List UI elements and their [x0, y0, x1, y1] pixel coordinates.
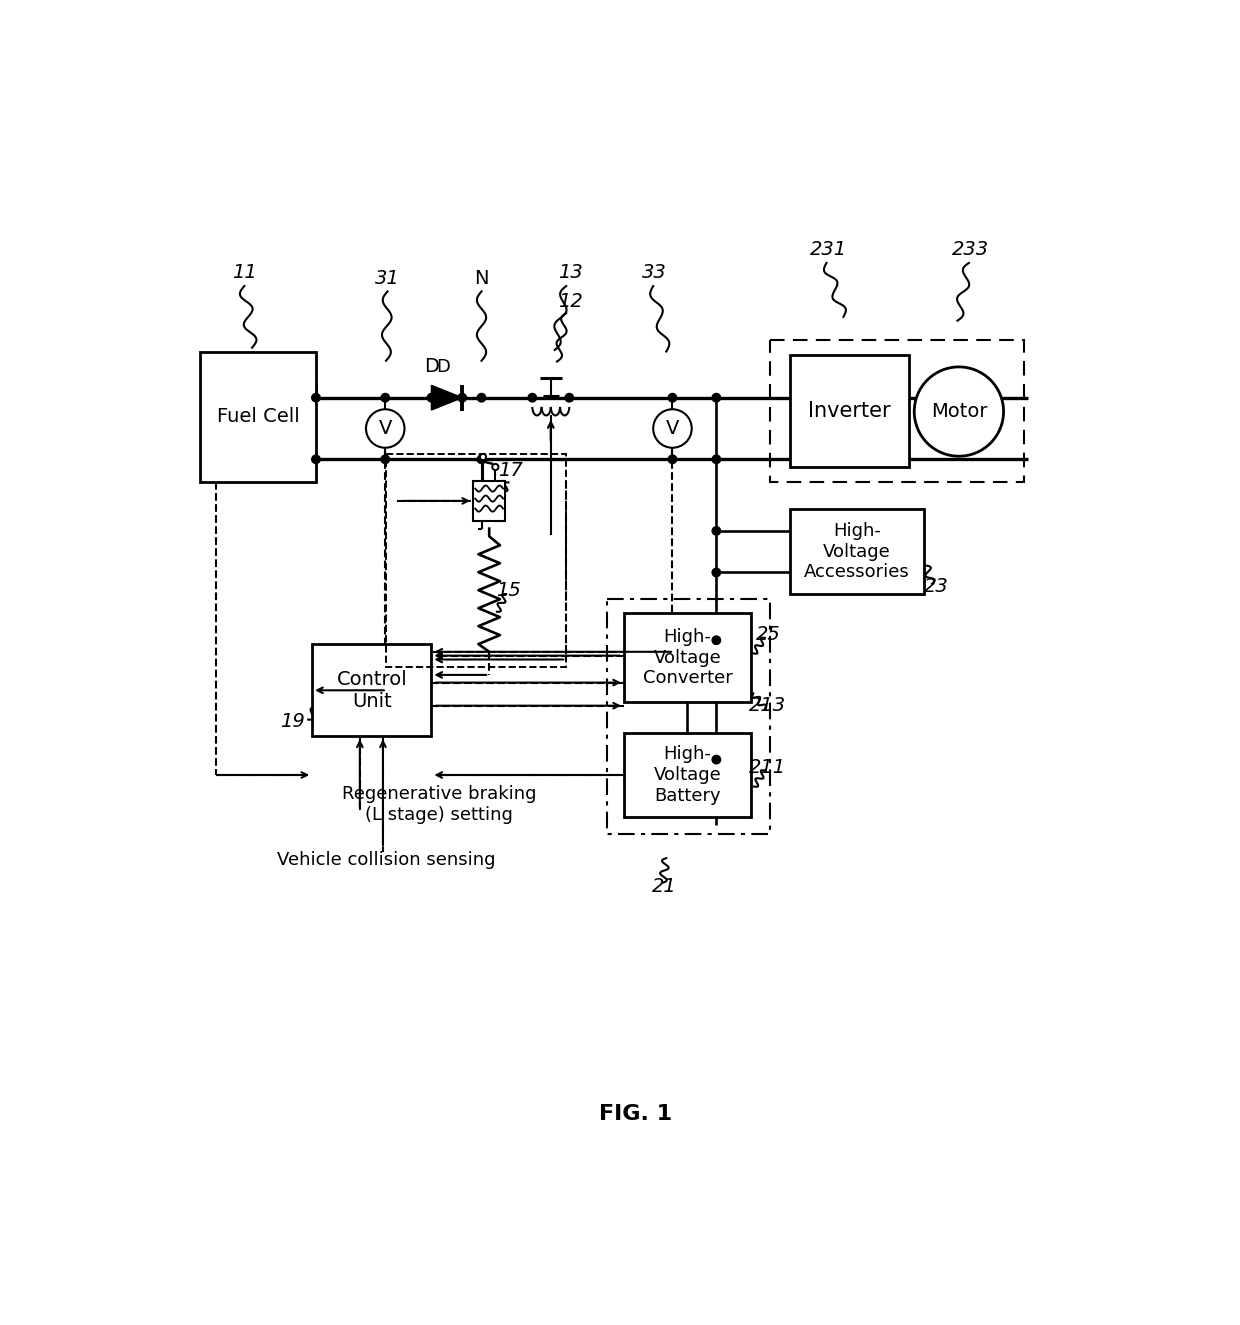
Circle shape — [477, 454, 486, 464]
Circle shape — [712, 755, 720, 763]
Text: 213: 213 — [749, 696, 786, 716]
Text: 31: 31 — [376, 269, 401, 288]
Text: FIG. 1: FIG. 1 — [599, 1104, 672, 1124]
Text: D: D — [424, 358, 439, 376]
Text: 211: 211 — [749, 758, 786, 776]
Text: 21: 21 — [652, 877, 677, 896]
Circle shape — [477, 394, 486, 401]
Circle shape — [428, 394, 435, 401]
Text: 233: 233 — [952, 240, 990, 260]
Bar — [472, 481, 506, 521]
Text: Fuel Cell: Fuel Cell — [217, 408, 300, 427]
Circle shape — [381, 454, 389, 464]
Bar — [608, 599, 770, 835]
Text: High-
Voltage
Battery: High- Voltage Battery — [653, 745, 722, 804]
Text: 13: 13 — [558, 264, 583, 282]
Circle shape — [668, 394, 677, 401]
Circle shape — [712, 568, 720, 576]
Bar — [770, 341, 1024, 482]
Text: N: N — [474, 269, 489, 288]
Circle shape — [528, 394, 537, 401]
Text: 11: 11 — [232, 264, 257, 282]
Text: Motor: Motor — [931, 401, 987, 421]
Circle shape — [712, 526, 720, 535]
Bar — [790, 355, 909, 466]
Circle shape — [712, 454, 720, 464]
Circle shape — [492, 464, 498, 470]
Circle shape — [668, 454, 677, 464]
Circle shape — [712, 636, 720, 644]
Text: V: V — [666, 419, 680, 439]
Circle shape — [311, 454, 320, 464]
Text: V: V — [378, 419, 392, 439]
Text: Regenerative braking
(L stage) setting: Regenerative braking (L stage) setting — [342, 784, 537, 824]
Circle shape — [914, 367, 1003, 456]
Text: 19: 19 — [280, 712, 305, 730]
Bar — [386, 454, 567, 668]
Text: High-
Voltage
Accessories: High- Voltage Accessories — [804, 522, 910, 582]
Text: Inverter: Inverter — [808, 401, 890, 421]
Circle shape — [653, 409, 692, 448]
Text: High-
Voltage
Converter: High- Voltage Converter — [642, 628, 733, 688]
Text: D: D — [436, 358, 450, 376]
Text: 231: 231 — [810, 240, 847, 260]
Bar — [312, 644, 432, 737]
Text: 15: 15 — [496, 580, 521, 600]
Circle shape — [565, 394, 574, 401]
Circle shape — [366, 409, 404, 448]
Circle shape — [381, 394, 389, 401]
Text: Vehicle collision sensing: Vehicle collision sensing — [277, 851, 495, 869]
Text: 33: 33 — [642, 264, 667, 282]
Bar — [790, 509, 924, 594]
Polygon shape — [432, 386, 463, 409]
Text: 23: 23 — [924, 576, 949, 596]
Circle shape — [480, 454, 486, 460]
Bar — [201, 351, 316, 482]
Bar — [624, 733, 751, 818]
Text: 25: 25 — [755, 624, 780, 644]
Text: 12: 12 — [558, 292, 583, 311]
Circle shape — [311, 394, 320, 401]
Bar — [624, 613, 751, 702]
Circle shape — [712, 394, 720, 401]
Circle shape — [458, 394, 466, 401]
Text: 17: 17 — [498, 461, 523, 481]
Text: Control
Unit: Control Unit — [336, 670, 407, 710]
